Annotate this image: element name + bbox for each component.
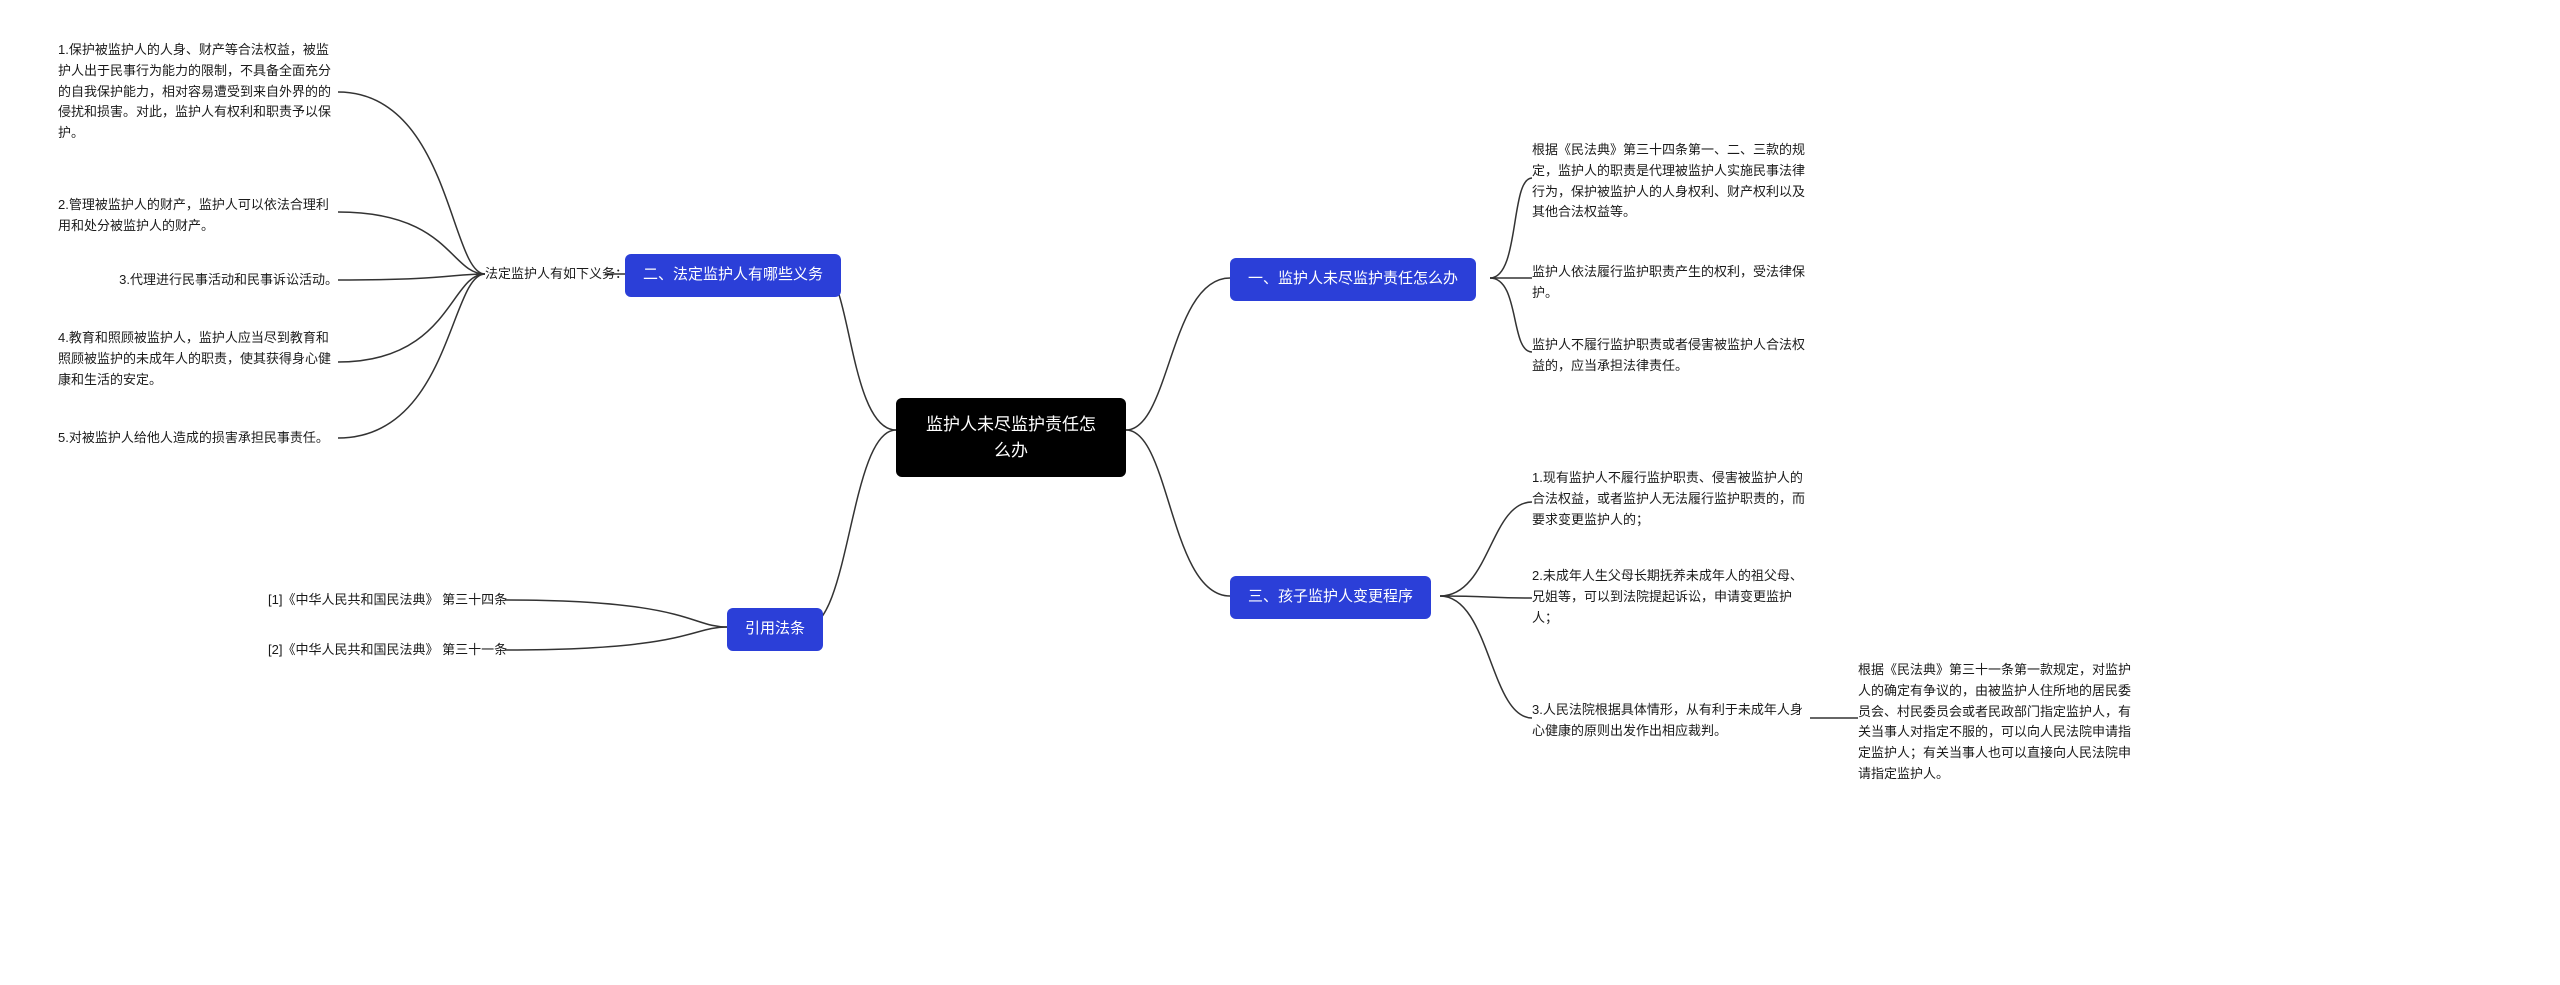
branch-guardian-fail: 一、监护人未尽监护责任怎么办 (1230, 258, 1476, 301)
leaf-text: [2]《中华人民共和国民法典》 第三十一条 (268, 642, 507, 657)
leaf-l2-4: 4.教育和照顾被监护人，监护人应当尽到教育和照顾被监护的未成年人的职责，使其获得… (58, 328, 338, 390)
leaf-text: 监护人不履行监护职责或者侵害被监护人合法权益的，应当承担法律责任。 (1532, 337, 1805, 373)
leaf-text: 法定监护人有如下义务： (485, 266, 628, 281)
leaf-l2-1: 1.保护被监护人的人身、财产等合法权益，被监护人出于民事行为能力的限制，不具备全… (58, 40, 338, 144)
root-node: 监护人未尽监护责任怎么办 (896, 398, 1126, 477)
branch-change-procedure: 三、孩子监护人变更程序 (1230, 576, 1431, 619)
leaf-ref-2: [2]《中华人民共和国民法典》 第三十一条 (268, 640, 507, 661)
leaf-text: 2.未成年人生父母长期抚养未成年人的祖父母、兄姐等，可以到法院提起诉讼，申请变更… (1532, 568, 1803, 625)
leaf-r3-2: 2.未成年人生父母长期抚养未成年人的祖父母、兄姐等，可以到法院提起诉讼，申请变更… (1532, 566, 1812, 628)
leaf-text: 1.现有监护人不履行监护职责、侵害被监护人的合法权益，或者监护人无法履行监护职责… (1532, 470, 1805, 527)
branch-label: 三、孩子监护人变更程序 (1248, 588, 1413, 605)
leaf-text: 根据《民法典》第三十四条第一、二、三款的规定，监护人的职责是代理被监护人实施民事… (1532, 142, 1805, 219)
leaf-l2-2: 2.管理被监护人的财产，监护人可以依法合理利用和处分被监护人的财产。 (58, 195, 338, 237)
branch-references: 引用法条 (727, 608, 823, 651)
leaf-l2-5: 5.对被监护人给他人造成的损害承担民事责任。 (58, 428, 338, 449)
leaf-text: 3.代理进行民事活动和民事诉讼活动。 (119, 272, 338, 287)
connector-text-duties: 法定监护人有如下义务： (485, 264, 628, 285)
leaf-text: 根据《民法典》第三十一条第一款规定，对监护人的确定有争议的，由被监护人住所地的居… (1858, 662, 2131, 781)
leaf-ref-1: [1]《中华人民共和国民法典》 第三十四条 (268, 590, 507, 611)
leaf-r1-1: 根据《民法典》第三十四条第一、二、三款的规定，监护人的职责是代理被监护人实施民事… (1532, 140, 1812, 223)
branch-label: 引用法条 (745, 620, 805, 637)
branch-label: 二、法定监护人有哪些义务 (643, 266, 823, 283)
leaf-l2-3: 3.代理进行民事活动和民事诉讼活动。 (58, 270, 338, 291)
branch-duties: 二、法定监护人有哪些义务 (625, 254, 841, 297)
leaf-text: 4.教育和照顾被监护人，监护人应当尽到教育和照顾被监护的未成年人的职责，使其获得… (58, 330, 331, 387)
leaf-text: 监护人依法履行监护职责产生的权利，受法律保护。 (1532, 264, 1805, 300)
leaf-r1-3: 监护人不履行监护职责或者侵害被监护人合法权益的，应当承担法律责任。 (1532, 335, 1812, 377)
leaf-text: 5.对被监护人给他人造成的损害承担民事责任。 (58, 430, 329, 445)
branch-label: 一、监护人未尽监护责任怎么办 (1248, 270, 1458, 287)
leaf-r1-2: 监护人依法履行监护职责产生的权利，受法律保护。 (1532, 262, 1812, 304)
leaf-r3-3: 3.人民法院根据具体情形，从有利于未成年人身心健康的原则出发作出相应裁判。 (1532, 700, 1812, 742)
leaf-r3-sub: 根据《民法典》第三十一条第一款规定，对监护人的确定有争议的，由被监护人住所地的居… (1858, 660, 2138, 785)
leaf-text: 1.保护被监护人的人身、财产等合法权益，被监护人出于民事行为能力的限制，不具备全… (58, 42, 331, 140)
leaf-r3-1: 1.现有监护人不履行监护职责、侵害被监护人的合法权益，或者监护人无法履行监护职责… (1532, 468, 1812, 530)
connectors (0, 0, 2560, 985)
leaf-text: 2.管理被监护人的财产，监护人可以依法合理利用和处分被监护人的财产。 (58, 197, 329, 233)
leaf-text: 3.人民法院根据具体情形，从有利于未成年人身心健康的原则出发作出相应裁判。 (1532, 702, 1803, 738)
leaf-text: [1]《中华人民共和国民法典》 第三十四条 (268, 592, 507, 607)
root-title: 监护人未尽监护责任怎么办 (926, 415, 1096, 460)
